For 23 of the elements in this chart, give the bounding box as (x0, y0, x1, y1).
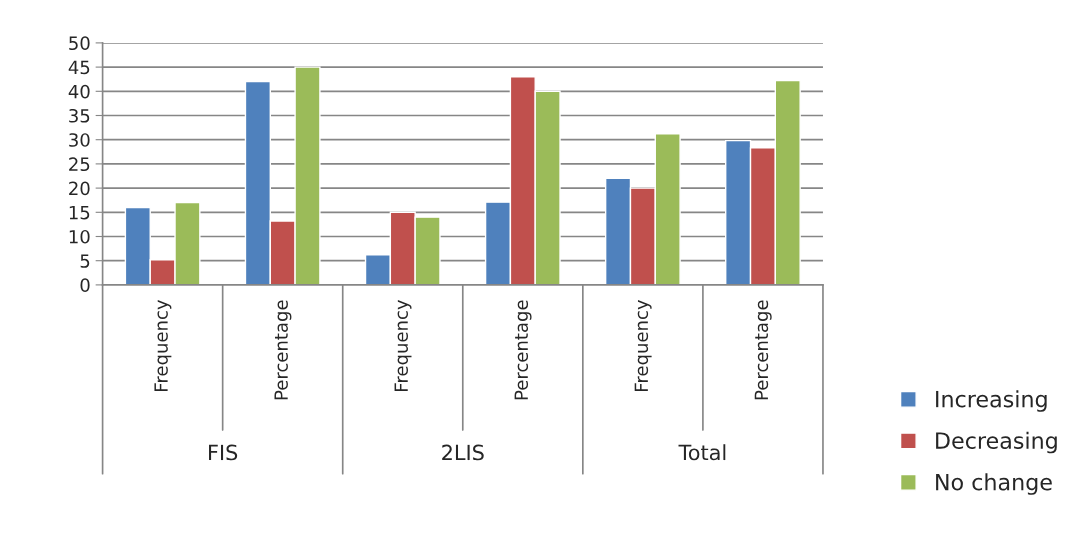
x-tick-label: Percentage (754, 300, 772, 400)
x-tick-label: Percentage (274, 300, 292, 400)
y-tick-label: 35 (69, 108, 90, 123)
text: Total (678, 444, 726, 461)
y-tick-label: 25 (69, 157, 90, 172)
y-tick-label: 45 (68, 60, 90, 75)
text: FIS (209, 444, 238, 461)
y-tick-label: 30 (69, 133, 90, 147)
y-tick-label: 50 (69, 36, 90, 51)
y-tick-label: 20 (69, 181, 90, 196)
y-tick-label: 0 (80, 278, 90, 293)
y-tick-label: 5 (80, 254, 90, 268)
legend-label: Increasing (936, 390, 1047, 412)
x-tick-label: Percentage (514, 300, 532, 400)
x-tick-label: Frequency (634, 299, 652, 391)
legend-label: No change (936, 473, 1052, 495)
legend-label: Decreasing (936, 431, 1057, 454)
text: 2LIS (442, 444, 484, 461)
y-tick-label: 15 (69, 206, 90, 220)
y-tick-label: 10 (69, 229, 90, 244)
x-tick-label: Frequency (154, 299, 172, 391)
x-tick-label: Frequency (394, 299, 412, 391)
y-tick-label: 40 (68, 84, 90, 99)
